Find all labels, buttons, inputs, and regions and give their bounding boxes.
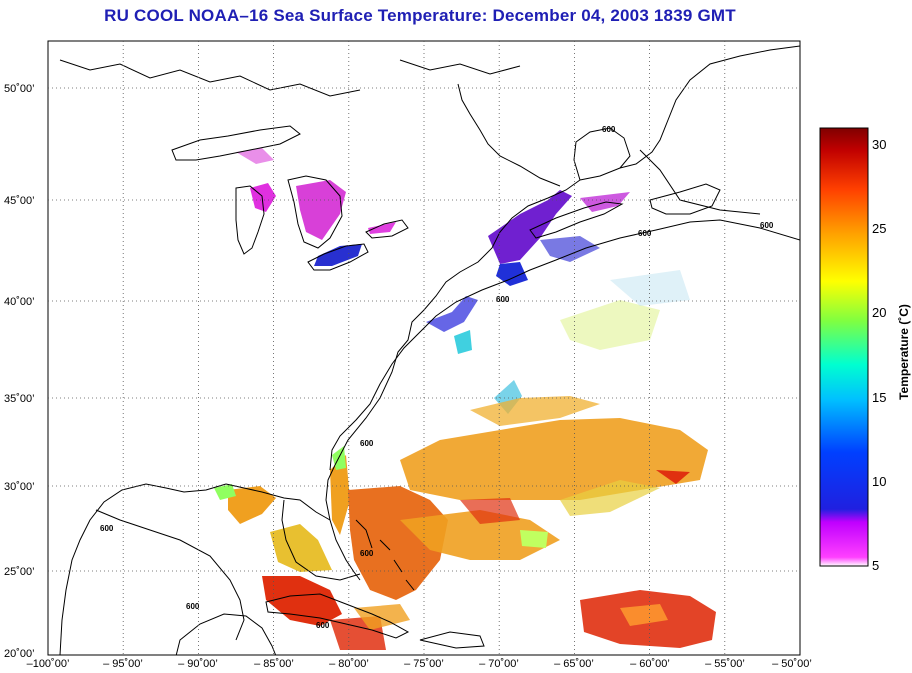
lat-tick-label: 20˚00’ bbox=[4, 648, 35, 660]
colorbar-tick: 30 bbox=[872, 137, 886, 152]
colorbar-tick: 10 bbox=[872, 474, 886, 489]
contour-label: 600 bbox=[760, 221, 774, 230]
lon-tick-label: – 65˚00’ bbox=[554, 658, 594, 670]
colorbar-gradient bbox=[819, 127, 869, 567]
colorbar-tick: 5 bbox=[872, 558, 879, 573]
grid bbox=[48, 41, 800, 655]
colorbar-label: Temperature (˚C) bbox=[897, 304, 911, 400]
lon-tick-label: – 85˚00’ bbox=[254, 658, 294, 670]
lon-tick-label: – 75˚00’ bbox=[404, 658, 444, 670]
colorbar-tick: 15 bbox=[872, 390, 886, 405]
sst-data bbox=[214, 148, 716, 650]
lon-tick-label: – 90˚00’ bbox=[178, 658, 218, 670]
colorbar-tick: 20 bbox=[872, 305, 886, 320]
lat-tick-label: 30˚00’ bbox=[4, 481, 35, 493]
lat-tick-label: 35˚00’ bbox=[4, 393, 35, 405]
lon-tick-label: – 95˚00’ bbox=[103, 658, 143, 670]
contour-label: 600 bbox=[316, 621, 330, 630]
contour-label: 600 bbox=[638, 229, 652, 238]
lat-axis: 20˚00’ 25˚00’ 30˚00’ 35˚00’ 40˚00’ 45˚00… bbox=[4, 83, 35, 660]
contour-labels: 600 600 600 600 600 600 600 600 600 bbox=[100, 125, 774, 630]
lat-tick-label: 40˚00’ bbox=[4, 296, 35, 308]
coastlines bbox=[59, 45, 800, 655]
colorbar: 5 10 15 20 25 30 Temperature (˚C) bbox=[819, 127, 911, 573]
lon-tick-label: – 80˚00’ bbox=[329, 658, 369, 670]
lon-axis: –100˚00’ – 95˚00’ – 90˚00’ – 85˚00’ – 80… bbox=[27, 658, 812, 670]
lon-tick-label: – 60˚00’ bbox=[630, 658, 670, 670]
lon-tick-label: – 55˚00’ bbox=[705, 658, 745, 670]
lon-tick-label: –100˚00’ bbox=[27, 658, 70, 670]
lon-tick-label: – 70˚00’ bbox=[479, 658, 519, 670]
colorbar-tick: 25 bbox=[872, 221, 886, 236]
contour-label: 600 bbox=[360, 549, 374, 558]
contour-label: 600 bbox=[186, 602, 200, 611]
contour-label: 600 bbox=[496, 295, 510, 304]
lat-tick-label: 25˚00’ bbox=[4, 566, 35, 578]
contour-label: 600 bbox=[602, 125, 616, 134]
contour-label: 600 bbox=[100, 524, 114, 533]
lat-tick-label: 50˚00’ bbox=[4, 83, 35, 95]
contour-label: 600 bbox=[360, 439, 374, 448]
map-title: RU COOL NOAA–16 Sea Surface Temperature:… bbox=[104, 6, 736, 25]
lon-tick-label: – 50˚00’ bbox=[772, 658, 812, 670]
lat-tick-label: 45˚00’ bbox=[4, 195, 35, 207]
